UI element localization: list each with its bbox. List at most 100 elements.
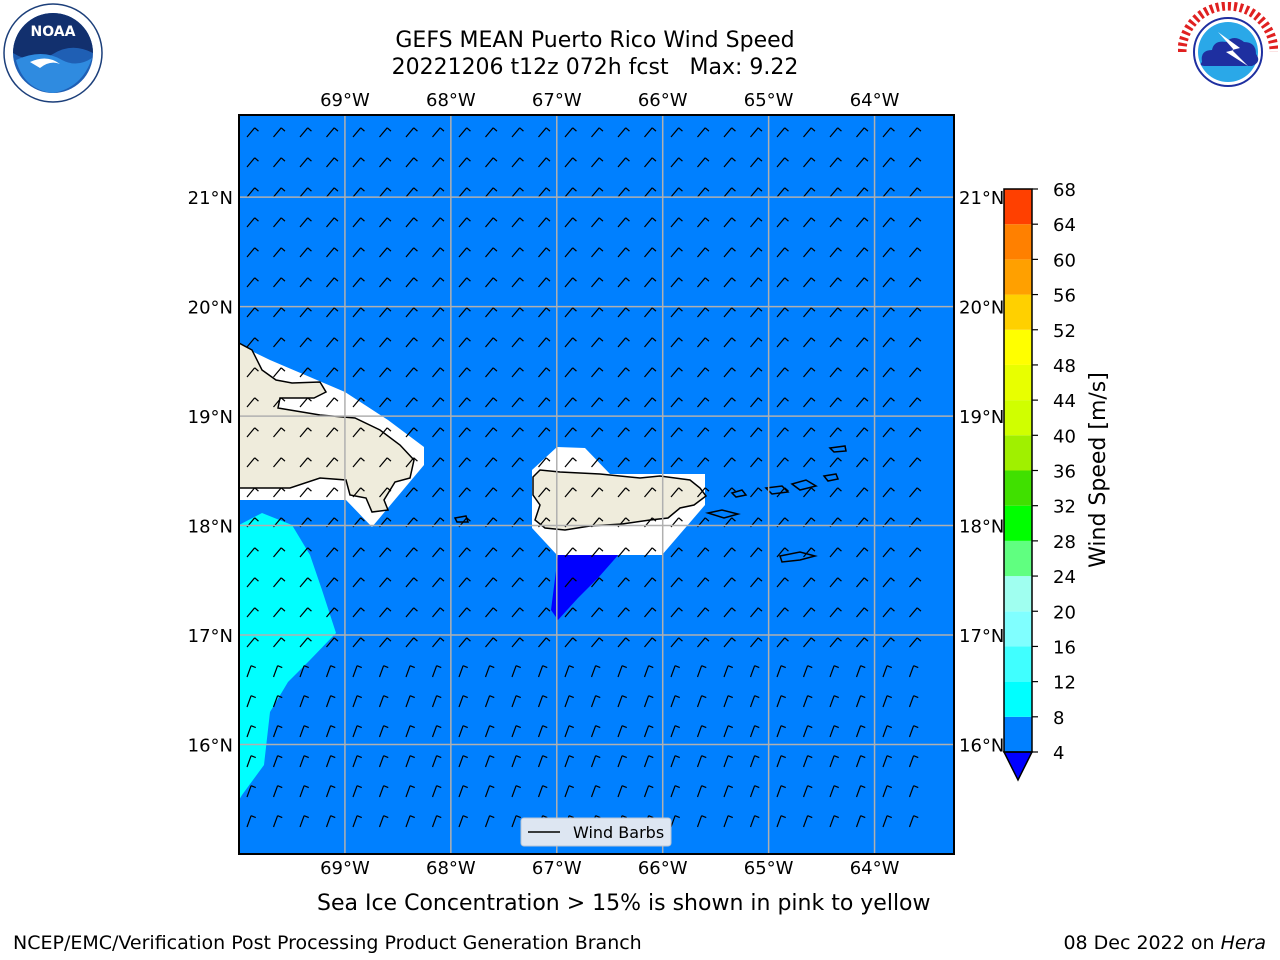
wind-barb (829, 665, 839, 678)
wind-barb (617, 427, 630, 438)
wind-barb (246, 547, 259, 558)
wind-barb (617, 547, 630, 558)
wind-barb (670, 547, 683, 558)
wind-barb (405, 725, 415, 738)
wind-barb (829, 307, 842, 318)
wind-barb (696, 755, 707, 768)
island-culebra (730, 489, 748, 498)
wind-barb (511, 457, 524, 468)
wind-barb (644, 577, 657, 588)
lon-label-bottom: 67°W (532, 858, 582, 879)
wind-barb (432, 367, 445, 378)
wind-barb (643, 695, 654, 708)
wind-barb (352, 277, 365, 288)
wind-barb (564, 637, 577, 648)
wind-barb (379, 427, 392, 438)
sea-ice-note: Sea Ice Concentration > 15% is shown in … (317, 891, 931, 916)
wind-barb (909, 607, 922, 618)
colorbar-segment (1004, 470, 1032, 506)
lat-label-right: 16°N (959, 736, 1004, 757)
wind-barb (908, 785, 919, 798)
wind-barb (352, 695, 362, 708)
wind-barb (829, 457, 842, 468)
wind-barb (273, 397, 286, 408)
wind-barb (405, 577, 418, 588)
colorbar-segment (1004, 681, 1032, 717)
wind-barb (246, 127, 259, 138)
wind-barb (856, 157, 869, 168)
wind-barb (432, 157, 445, 168)
colorbar-segment (1004, 505, 1032, 541)
wind-barb (802, 815, 813, 828)
wind-barb (246, 217, 259, 228)
wind-barb (379, 547, 392, 558)
wind-barb (458, 127, 471, 138)
wind-barb (326, 187, 339, 198)
wind-barb (273, 187, 286, 198)
wind-barb (802, 755, 813, 768)
wind-barb (326, 337, 339, 348)
wind-barb (750, 367, 763, 378)
wind-barb (776, 815, 786, 828)
chart-subtitle: 20221206 t12z 072h fcst Max: 9.22 (391, 55, 799, 80)
wind-barbs (246, 127, 922, 828)
wind-barb (511, 187, 524, 198)
wind-barb (458, 695, 468, 708)
wind-barb (697, 577, 710, 588)
wind-barb (511, 815, 521, 828)
wind-barb (458, 337, 471, 348)
wind-barb (326, 397, 339, 408)
wind-barb (564, 457, 577, 468)
wind-barb (511, 547, 524, 558)
wind-barb (484, 785, 495, 798)
wind-barb (723, 397, 736, 408)
wind-barb (723, 725, 733, 738)
wind-barb (379, 487, 392, 498)
wind-barb (405, 637, 418, 648)
wind-barb (432, 307, 445, 318)
wind-barb (273, 577, 286, 588)
wind-barb (617, 277, 630, 288)
wind-barb (803, 577, 816, 588)
wind-barb (432, 247, 445, 258)
wind-barb (326, 367, 339, 378)
wind-barb (458, 577, 471, 588)
wind-barb (617, 487, 630, 498)
wind-barb (723, 665, 733, 678)
lat-label-left: 20°N (188, 298, 233, 319)
wind-barb (537, 755, 548, 768)
wind-barb (299, 157, 312, 168)
lon-label-top: 65°W (744, 90, 794, 111)
wind-barb (882, 785, 892, 798)
island-st-thomas (764, 485, 790, 495)
wind-barb (723, 187, 736, 198)
wind-barb (511, 277, 524, 288)
wind-barb (750, 337, 763, 348)
wind-barb (405, 487, 418, 498)
wind-barb (617, 725, 627, 738)
wind-barb (458, 307, 471, 318)
wind-barb (511, 427, 524, 438)
wind-barb (908, 755, 919, 768)
wind-barb (458, 665, 468, 678)
wind-barb (273, 637, 286, 648)
colorbar-tick-label: 36 (1053, 462, 1076, 483)
lon-label-top: 68°W (426, 90, 476, 111)
wind-barb (272, 785, 283, 798)
wind-barb (352, 607, 365, 618)
wind-barb (829, 637, 842, 648)
wind-barb (325, 665, 336, 678)
wind-barb (246, 695, 256, 708)
wind-barb (723, 247, 736, 258)
wind-barb (273, 157, 286, 168)
wind-barb (856, 307, 869, 318)
lon-label-bottom: 69°W (320, 858, 370, 879)
wind-barb (909, 577, 922, 588)
wind-barb (776, 187, 789, 198)
wind-barb (299, 337, 312, 348)
wind-barb (591, 397, 604, 408)
wind-barb (405, 247, 418, 258)
wind-barb (803, 457, 816, 468)
wind-barb (803, 277, 816, 288)
